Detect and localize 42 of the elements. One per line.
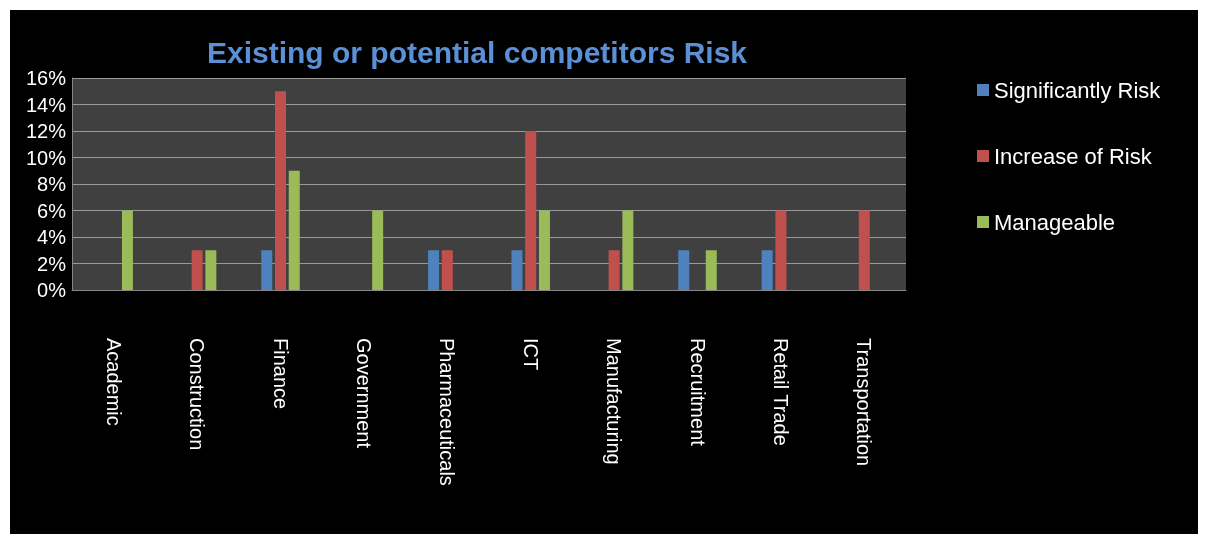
x-tick-label: Finance (269, 338, 292, 410)
y-tick-label: 6% (37, 199, 67, 222)
y-tick-label: 12% (25, 120, 67, 142)
bar (511, 250, 523, 290)
x-tick-label: Pharmaceuticals (436, 338, 459, 486)
bar (205, 250, 217, 290)
bar (372, 210, 384, 290)
bar (441, 250, 453, 290)
legend-label: Manageable (994, 209, 1116, 235)
bar (858, 210, 870, 290)
bar (275, 91, 286, 290)
bar (608, 250, 620, 290)
bar (705, 250, 717, 290)
legend-label: Significantly Risk (994, 77, 1162, 103)
legend-label: Increase of Risk (994, 143, 1153, 169)
bar (538, 210, 550, 290)
bar (622, 210, 634, 290)
bar (121, 210, 133, 290)
x-tick-label: Government (352, 338, 375, 449)
x-tick-label: Manufacturing (603, 338, 626, 465)
y-tick-label: 2% (37, 252, 67, 275)
y-tick-label: 10% (25, 146, 67, 169)
y-tick-label: 8% (37, 173, 67, 195)
bar (191, 250, 203, 290)
y-tick-label: 16% (25, 67, 67, 89)
x-tick-label: ICT (519, 338, 542, 371)
bar (261, 250, 273, 290)
x-tick-label: Transportation (853, 338, 876, 467)
x-tick-label: Recruitment (686, 338, 709, 447)
y-tick-label: 14% (25, 93, 67, 116)
bar (678, 250, 690, 290)
bar (525, 131, 537, 290)
y-tick-label: 0% (37, 279, 67, 301)
bar (288, 170, 300, 290)
x-tick-label: Retail Trade (769, 338, 792, 446)
bar (428, 250, 440, 290)
bar (775, 210, 787, 290)
y-tick-label: 4% (37, 226, 67, 248)
x-tick-label: Construction (186, 338, 209, 451)
bar (761, 250, 773, 290)
x-tick-label: Academic (102, 338, 125, 426)
chart-title: Existing or potential competitors Risk (206, 35, 748, 69)
